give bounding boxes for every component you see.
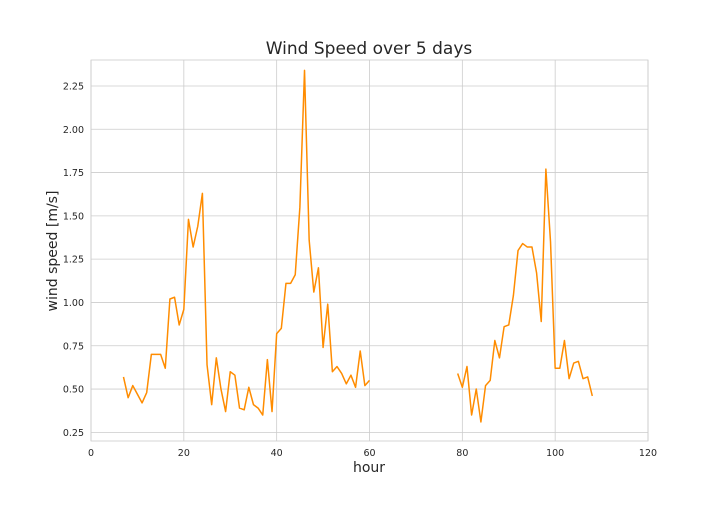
x-tick-label: 120 bbox=[639, 448, 657, 459]
x-tick-label: 20 bbox=[178, 448, 190, 459]
wind-speed-line-segment bbox=[122, 69, 371, 416]
y-tick-label: 0.75 bbox=[63, 341, 84, 352]
y-tick-label: 1.25 bbox=[63, 255, 84, 266]
y-tick-label: 1.75 bbox=[63, 168, 84, 179]
x-tick-labels: 0 20 40 60 80 100 120 bbox=[88, 448, 657, 459]
chart-title: Wind Speed over 5 days bbox=[266, 39, 473, 59]
y-tick-label: 1.00 bbox=[63, 298, 84, 309]
y-tick-label: 0.50 bbox=[63, 385, 84, 396]
y-tick-label: 0.25 bbox=[63, 428, 84, 439]
x-tick-label: 60 bbox=[363, 448, 375, 459]
y-tick-label: 2.00 bbox=[63, 125, 84, 136]
x-tick-label: 0 bbox=[88, 448, 94, 459]
y-tick-label: 2.25 bbox=[63, 81, 84, 92]
x-axis-label: hour bbox=[353, 460, 385, 476]
y-tick-labels: 0.25 0.50 0.75 1.00 1.25 1.50 1.75 2.00 2.25 bbox=[63, 81, 84, 438]
series-layer bbox=[122, 69, 594, 423]
x-tick-label: 100 bbox=[546, 448, 564, 459]
x-tick-label: 40 bbox=[271, 448, 283, 459]
plot-frame bbox=[90, 59, 649, 442]
x-tick-label: 80 bbox=[456, 448, 468, 459]
y-axis-label: wind speed [m/s] bbox=[45, 191, 61, 312]
wind-speed-line-segment bbox=[456, 168, 594, 423]
y-tick-label: 1.50 bbox=[63, 211, 84, 222]
